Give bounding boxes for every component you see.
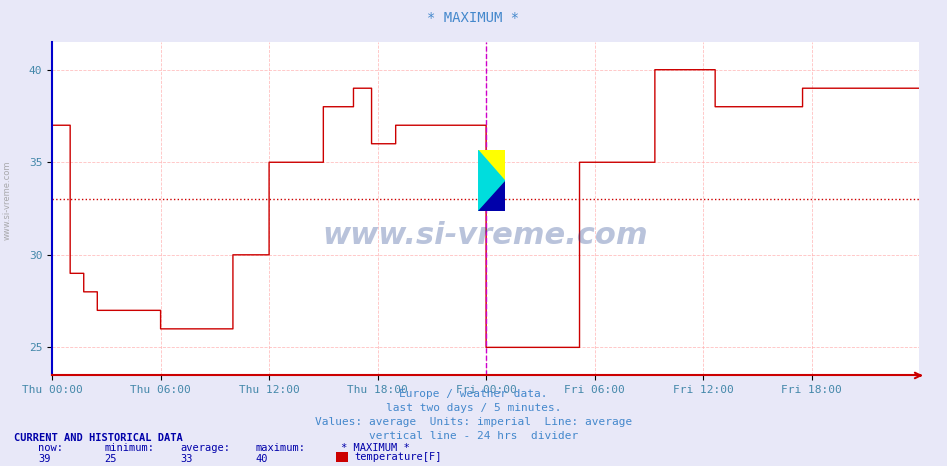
Text: 39: 39	[38, 454, 50, 464]
Text: www.si-vreme.com: www.si-vreme.com	[323, 221, 648, 250]
Text: * MAXIMUM *: * MAXIMUM *	[427, 11, 520, 25]
Text: temperature[F]: temperature[F]	[354, 452, 441, 462]
Text: Europe / weather data.: Europe / weather data.	[400, 389, 547, 399]
Text: minimum:: minimum:	[104, 443, 154, 453]
Text: 25: 25	[104, 454, 116, 464]
Polygon shape	[478, 181, 505, 211]
Polygon shape	[478, 151, 505, 211]
Text: * MAXIMUM *: * MAXIMUM *	[341, 443, 410, 453]
Text: Values: average  Units: imperial  Line: average: Values: average Units: imperial Line: av…	[314, 417, 633, 427]
Text: vertical line - 24 hrs  divider: vertical line - 24 hrs divider	[369, 431, 578, 441]
Text: now:: now:	[38, 443, 63, 453]
Text: 40: 40	[256, 454, 268, 464]
Text: CURRENT AND HISTORICAL DATA: CURRENT AND HISTORICAL DATA	[14, 433, 183, 443]
Text: average:: average:	[180, 443, 230, 453]
Text: maximum:: maximum:	[256, 443, 306, 453]
Text: 33: 33	[180, 454, 192, 464]
Text: last two days / 5 minutes.: last two days / 5 minutes.	[385, 403, 562, 413]
Text: www.si-vreme.com: www.si-vreme.com	[3, 161, 12, 240]
Polygon shape	[478, 151, 505, 211]
